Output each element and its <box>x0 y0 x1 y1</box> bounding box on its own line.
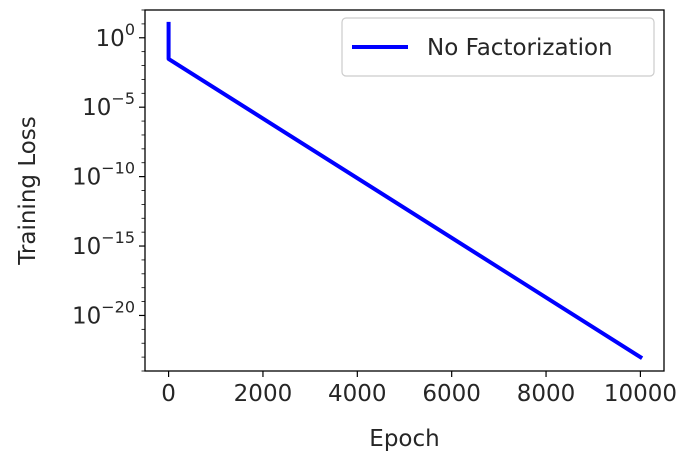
x-tick-label: 2000 <box>234 381 293 407</box>
y-tick-label: 10−20 <box>72 297 135 329</box>
series-layer <box>166 21 644 360</box>
x-tick-label: 10000 <box>604 381 677 407</box>
plot-area <box>166 21 644 360</box>
y-axis-ticks: 100 10−5 10−10 10−15 10−20 <box>72 9 145 372</box>
y-axis-label: Training Loss <box>15 116 41 266</box>
legend-entry: No Factorization <box>427 35 613 61</box>
x-tick-label: 6000 <box>422 381 481 407</box>
x-tick-label: 0 <box>161 381 176 407</box>
y-tick-label: 10−15 <box>72 228 135 260</box>
x-axis-label: Epoch <box>369 426 439 452</box>
x-axis-ticks: 0 2000 4000 6000 8000 10000 <box>161 371 677 407</box>
legend-box <box>341 17 655 77</box>
y-tick-label: 10−10 <box>72 159 135 191</box>
legend: No Factorization <box>341 17 655 77</box>
series-line <box>166 21 644 360</box>
y-tick-label: 100 <box>96 20 135 52</box>
x-tick-label: 4000 <box>328 381 387 407</box>
y-tick-label: 10−5 <box>82 89 135 121</box>
axes-frame <box>144 9 665 372</box>
x-tick-label: 8000 <box>517 381 576 407</box>
